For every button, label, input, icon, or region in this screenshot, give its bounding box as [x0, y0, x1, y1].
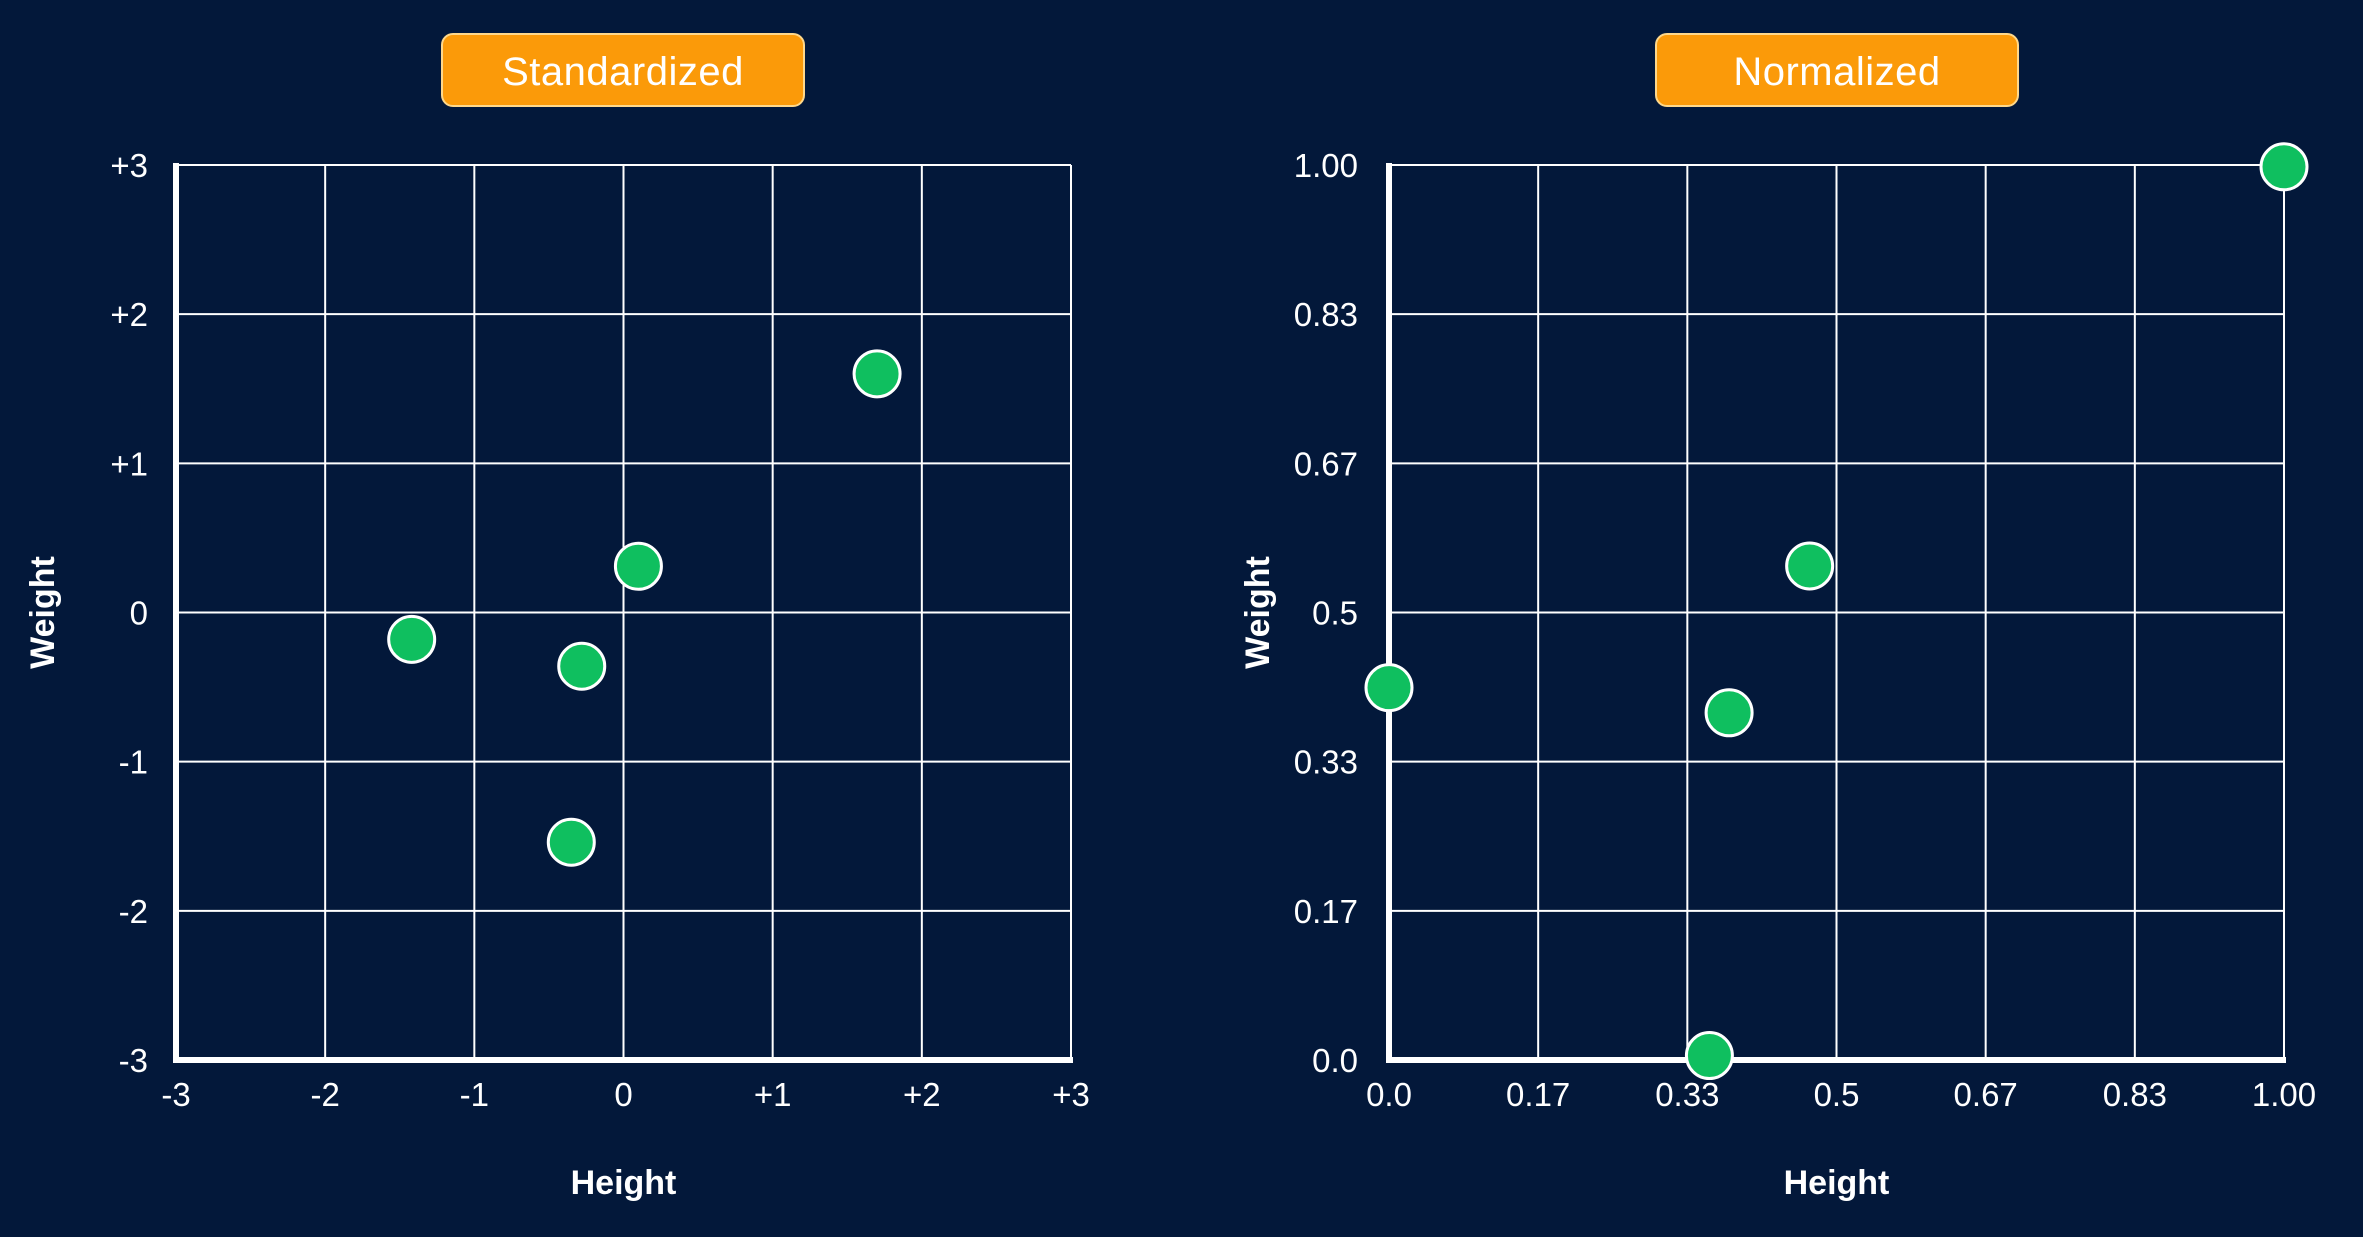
y-tick-label: +1: [110, 445, 148, 482]
y-axis-title: Weight: [24, 556, 62, 669]
x-tick-label: +2: [903, 1076, 941, 1113]
y-tick-label: -2: [119, 893, 148, 930]
data-point: [1704, 688, 1754, 738]
y-tick-label: 0.83: [1294, 296, 1358, 333]
chart-title-normalized: Normalized: [1655, 33, 2019, 107]
x-tick-label: -1: [460, 1076, 489, 1113]
x-tick-label: 0.67: [1954, 1076, 2018, 1113]
y-tick-label: 0.67: [1294, 445, 1358, 482]
x-axis-title: Height: [1784, 1164, 1890, 1202]
x-tick-label: +3: [1052, 1076, 1090, 1113]
y-tick-label: +2: [110, 296, 148, 333]
x-tick-label: -2: [310, 1076, 339, 1113]
chart-title-standardized: Standardized: [441, 33, 805, 107]
data-point: [1684, 1031, 1734, 1081]
x-tick-label: +1: [754, 1076, 792, 1113]
x-tick-label: 0.5: [1814, 1076, 1860, 1113]
data-point: [557, 641, 607, 691]
x-axis-title: Height: [571, 1164, 677, 1202]
data-point: [613, 541, 663, 591]
data-point: [387, 614, 437, 664]
x-tick-label: 0.83: [2103, 1076, 2167, 1113]
y-tick-label: 0.0: [1312, 1042, 1358, 1079]
data-point: [852, 349, 902, 399]
data-point: [1785, 541, 1835, 591]
y-tick-label: 0.33: [1294, 744, 1358, 781]
y-tick-label: -1: [119, 744, 148, 781]
x-tick-label: 1.00: [2252, 1076, 2316, 1113]
y-tick-label: 0.17: [1294, 893, 1358, 930]
y-tick-label: 0: [130, 595, 148, 632]
x-tick-label: -3: [161, 1076, 190, 1113]
y-tick-label: +3: [110, 147, 148, 184]
x-tick-label: 0.33: [1655, 1076, 1719, 1113]
data-point: [2259, 142, 2309, 192]
y-tick-label: 0.5: [1312, 595, 1358, 632]
x-tick-label: 0.17: [1506, 1076, 1570, 1113]
y-axis-title: Weight: [1239, 556, 1277, 669]
data-point: [546, 817, 596, 867]
y-tick-label: -3: [119, 1042, 148, 1079]
data-point: [1364, 663, 1414, 713]
y-tick-label: 1.00: [1294, 147, 1358, 184]
x-tick-label: 0: [614, 1076, 632, 1113]
x-tick-label: 0.0: [1366, 1076, 1412, 1113]
